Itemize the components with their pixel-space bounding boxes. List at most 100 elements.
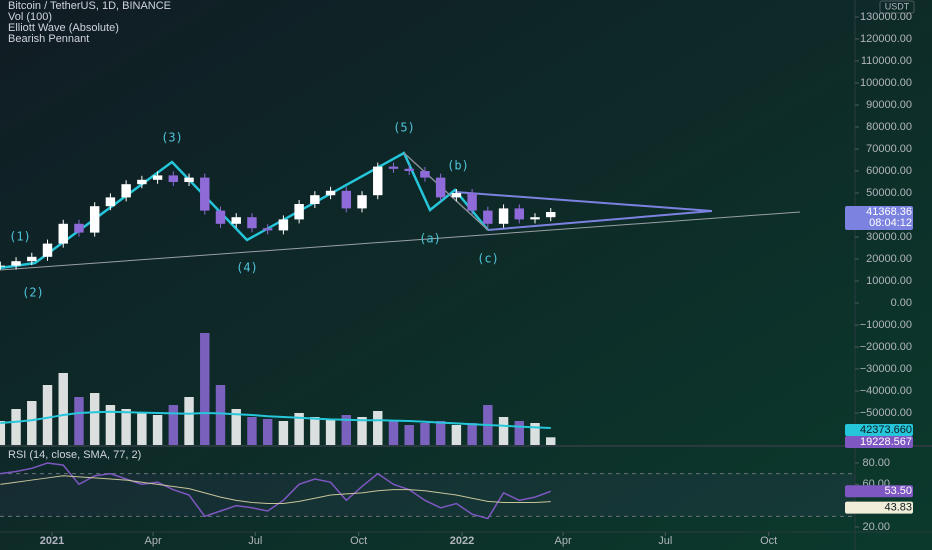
candle	[435, 177, 446, 198]
badge-label: 43.83	[884, 501, 912, 513]
y-tick-label: 90000.00	[866, 99, 912, 111]
volume-ma	[0, 410, 551, 430]
y-tick-label: 80000.00	[866, 121, 912, 133]
y-tick-label: 20000.00	[866, 253, 912, 265]
wave-label: (2)	[22, 286, 44, 300]
volume-bar	[546, 437, 556, 445]
candle	[247, 217, 257, 229]
x-tick-label: Jul	[248, 535, 262, 547]
candle	[546, 211, 556, 218]
wave-label: (5)	[393, 121, 415, 135]
x-tick-label: 2021	[40, 535, 64, 547]
volume-bar	[0, 421, 6, 445]
y-tick-label: 110000.00	[861, 55, 912, 67]
volume-bar	[215, 385, 226, 445]
candle	[278, 219, 289, 231]
candle	[341, 190, 352, 209]
candle	[74, 223, 84, 233]
wave-label: (3)	[161, 131, 183, 145]
badge-label: 53.50	[884, 485, 912, 497]
candle	[325, 190, 336, 196]
indicator: Vol (100)	[8, 11, 52, 23]
marks	[0, 162, 855, 520]
volume-bar	[388, 421, 399, 445]
volume-bar	[89, 393, 100, 445]
bearish-pennant	[454, 191, 713, 231]
volume-bar	[357, 417, 367, 445]
chart-title: Bitcoin / TetherUS, 1D, BINANCE	[8, 0, 171, 12]
y-tick-label: 60000.00	[866, 165, 912, 177]
candle	[215, 210, 226, 224]
candle	[467, 193, 477, 211]
volume-bar	[294, 413, 304, 445]
volume-bar	[514, 421, 525, 445]
volume-bar	[74, 397, 84, 445]
y-tick-label: −20000.00	[860, 341, 912, 353]
badge-label: 19228.567	[860, 436, 912, 448]
candle	[373, 166, 383, 196]
volume-bar	[451, 425, 462, 445]
volume-bar	[105, 405, 116, 445]
wave-label: (c)	[477, 252, 499, 266]
volume-bar	[404, 425, 414, 445]
volume-bar	[42, 385, 53, 445]
x-tick-label: Apr	[145, 535, 162, 547]
rsi-ma	[0, 475, 551, 505]
volume-bar	[231, 409, 241, 445]
candle	[514, 208, 525, 220]
y-tick-label: 100000.00	[860, 77, 912, 89]
volume-bar	[325, 419, 336, 445]
candle	[483, 210, 493, 224]
candle	[58, 223, 68, 244]
volume-bar	[184, 397, 194, 445]
badge-label: 08:04:12	[869, 217, 912, 229]
rsi-title: RSI (14, close, SMA, 77, 2)	[8, 449, 141, 461]
volume-bar	[420, 423, 430, 445]
x-tick-label: Oct	[760, 535, 777, 547]
volume-bar	[152, 415, 163, 445]
volume-bar	[58, 373, 68, 445]
badge-label: 41368.36	[866, 206, 912, 218]
volume-bar	[121, 409, 131, 445]
badge-label: 42373.660	[860, 424, 912, 436]
badge	[845, 205, 913, 230]
candle	[105, 197, 116, 207]
wave-label: (b)	[447, 159, 469, 173]
y-tick-label: 130000.00	[860, 11, 912, 23]
x-tick-label: 2022	[450, 535, 474, 547]
volume-bar	[310, 417, 320, 445]
trend-line	[0, 211, 801, 271]
volume-bar	[530, 423, 540, 445]
currency: USDT	[885, 1, 910, 11]
elliott-wave	[0, 151, 489, 270]
volume-bar	[168, 405, 179, 445]
volume-bar	[262, 419, 273, 445]
badge	[845, 436, 913, 449]
volume-bar	[137, 413, 147, 445]
wave-label: (4)	[236, 261, 258, 275]
x-tick-label: Oct	[350, 535, 367, 547]
volume-bar	[278, 421, 289, 445]
x-tick-label: Jul	[658, 535, 672, 547]
candle	[168, 175, 179, 182]
volume-bar	[247, 417, 257, 445]
candle	[27, 256, 37, 262]
y-tick-label: −10000.00	[860, 319, 912, 331]
y-tick-label: 30000.00	[866, 231, 912, 243]
y-tick-label: 50000.00	[866, 187, 912, 199]
candle	[404, 168, 414, 171]
badge	[845, 424, 913, 437]
candle	[184, 177, 194, 182]
candle	[388, 166, 399, 169]
candle	[451, 193, 462, 198]
volume-bar	[373, 411, 383, 445]
candle	[11, 261, 21, 266]
candle	[498, 208, 509, 224]
rsi-band-fill	[0, 473, 855, 517]
wave-label: (a)	[419, 232, 441, 246]
candle	[357, 195, 367, 209]
y-tick-label: 0.00	[891, 297, 912, 309]
wave-label: (1)	[9, 230, 31, 244]
